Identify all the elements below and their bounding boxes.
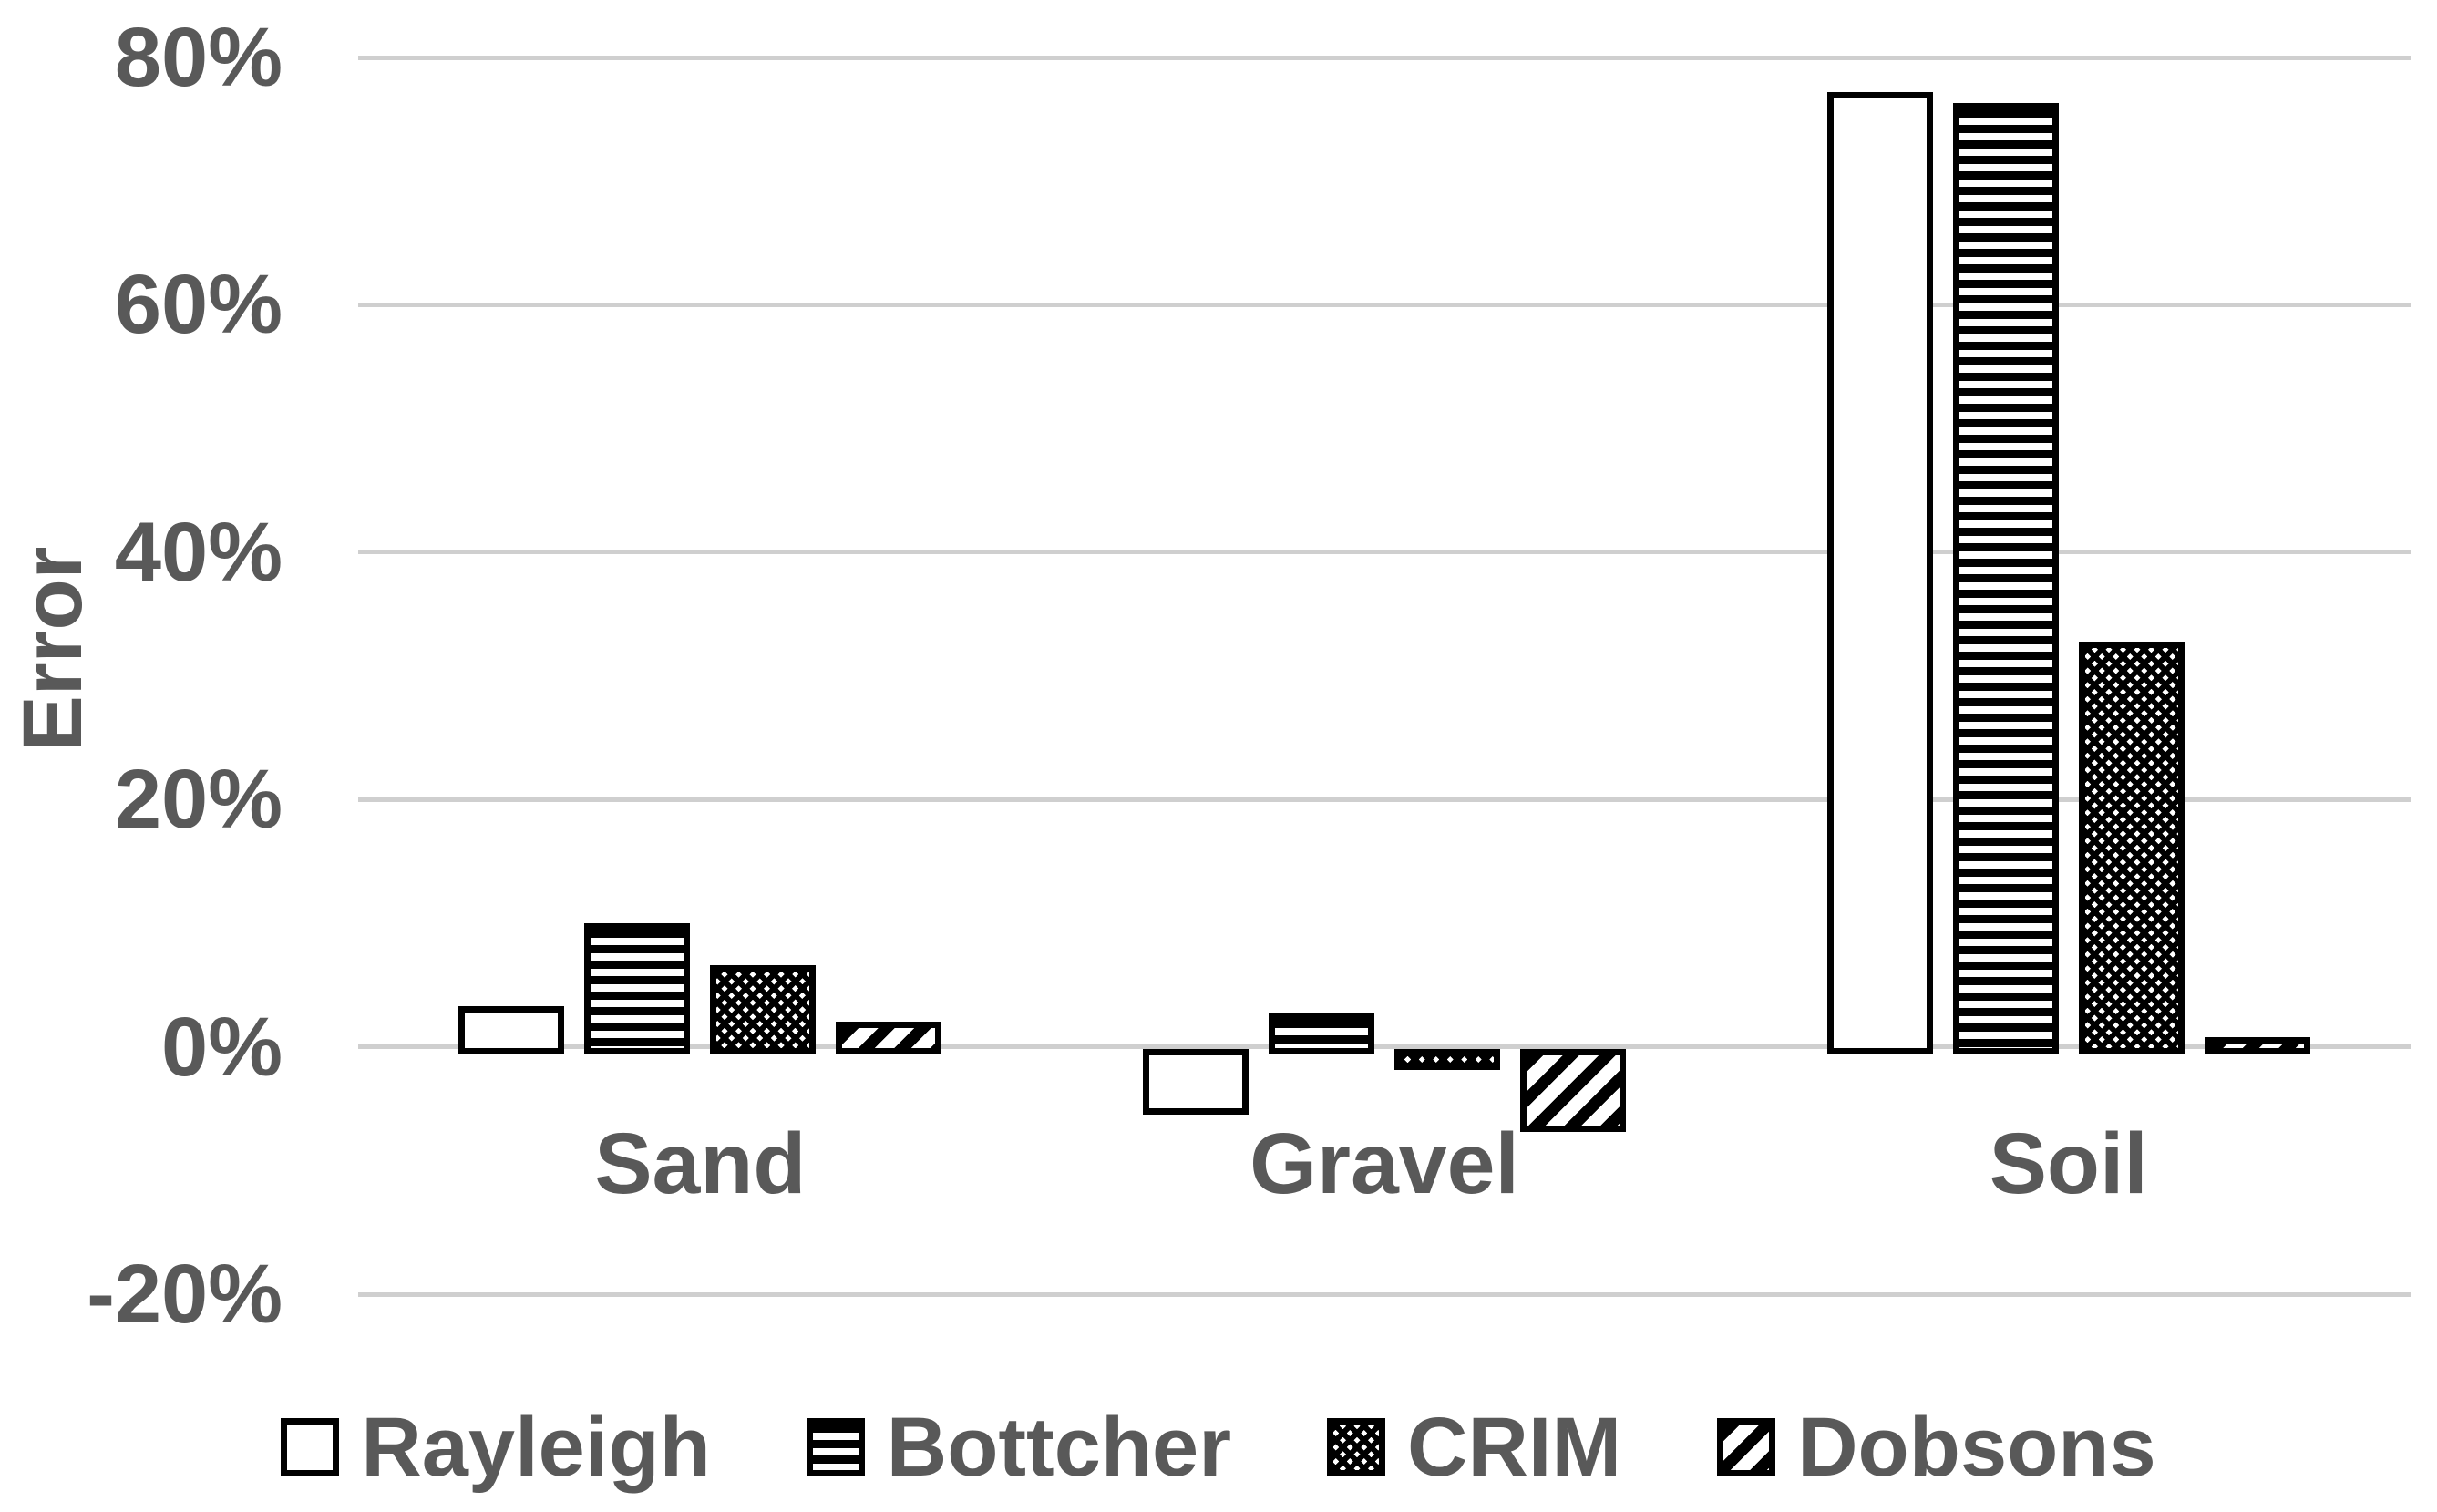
gridline-0- <box>358 1044 2411 1050</box>
y-tick-label-60-: 60% <box>114 258 283 352</box>
x-category-label-soil: Soil <box>1989 1116 2148 1212</box>
legend-swatch-crim <box>1327 1418 1386 1476</box>
y-tick-label-0-: 0% <box>161 1000 283 1094</box>
gridline-20- <box>358 797 2411 802</box>
bar-soil-bottcher <box>1952 103 2059 1054</box>
bar-sand-crim <box>710 965 817 1054</box>
gridline--20- <box>358 1291 2411 1297</box>
gridline-60- <box>358 302 2411 307</box>
bar-sand-rayleigh <box>458 1005 565 1054</box>
y-tick-label-20-: 20% <box>114 753 283 847</box>
bar-soil-dobsons <box>2204 1036 2310 1054</box>
legend-label-bottcher: Bottcher <box>886 1401 1232 1494</box>
legend-swatch-bottcher <box>806 1418 865 1476</box>
legend-label-crim: CRIM <box>1407 1401 1622 1494</box>
bar-soil-rayleigh <box>1826 91 1933 1054</box>
bar-gravel-crim <box>1394 1048 1500 1071</box>
y-tick-label--20-: -20% <box>87 1248 283 1341</box>
legend-swatch-rayleigh <box>281 1418 340 1476</box>
legend-label-dobsons: Dobsons <box>1797 1401 2156 1494</box>
legend-item-rayleigh: Rayleigh <box>281 1401 711 1494</box>
gridline-40- <box>358 550 2411 555</box>
bar-gravel-dobsons <box>1520 1048 1626 1133</box>
legend-item-dobsons: Dobsons <box>1717 1402 2156 1493</box>
bar-soil-crim <box>2078 641 2185 1054</box>
bar-gravel-bottcher <box>1269 1013 1374 1054</box>
y-tick-label-40-: 40% <box>114 505 283 599</box>
y-tick-label-80-: 80% <box>114 11 283 104</box>
x-category-label-gravel: Gravel <box>1249 1116 1519 1212</box>
bar-sand-bottcher <box>584 922 691 1054</box>
legend-item-crim: CRIM <box>1327 1402 1621 1493</box>
legend: Rayleigh Bottcher CRIM Dobsons <box>0 1402 2437 1493</box>
x-category-label-sand: Sand <box>594 1116 807 1212</box>
bar-sand-dobsons <box>836 1022 942 1054</box>
legend-swatch-dobsons <box>1717 1418 1776 1476</box>
legend-label-rayleigh: Rayleigh <box>361 1401 711 1494</box>
bar-gravel-rayleigh <box>1143 1048 1249 1116</box>
legend-item-bottcher: Bottcher <box>806 1401 1232 1494</box>
gridline-80- <box>358 55 2411 60</box>
